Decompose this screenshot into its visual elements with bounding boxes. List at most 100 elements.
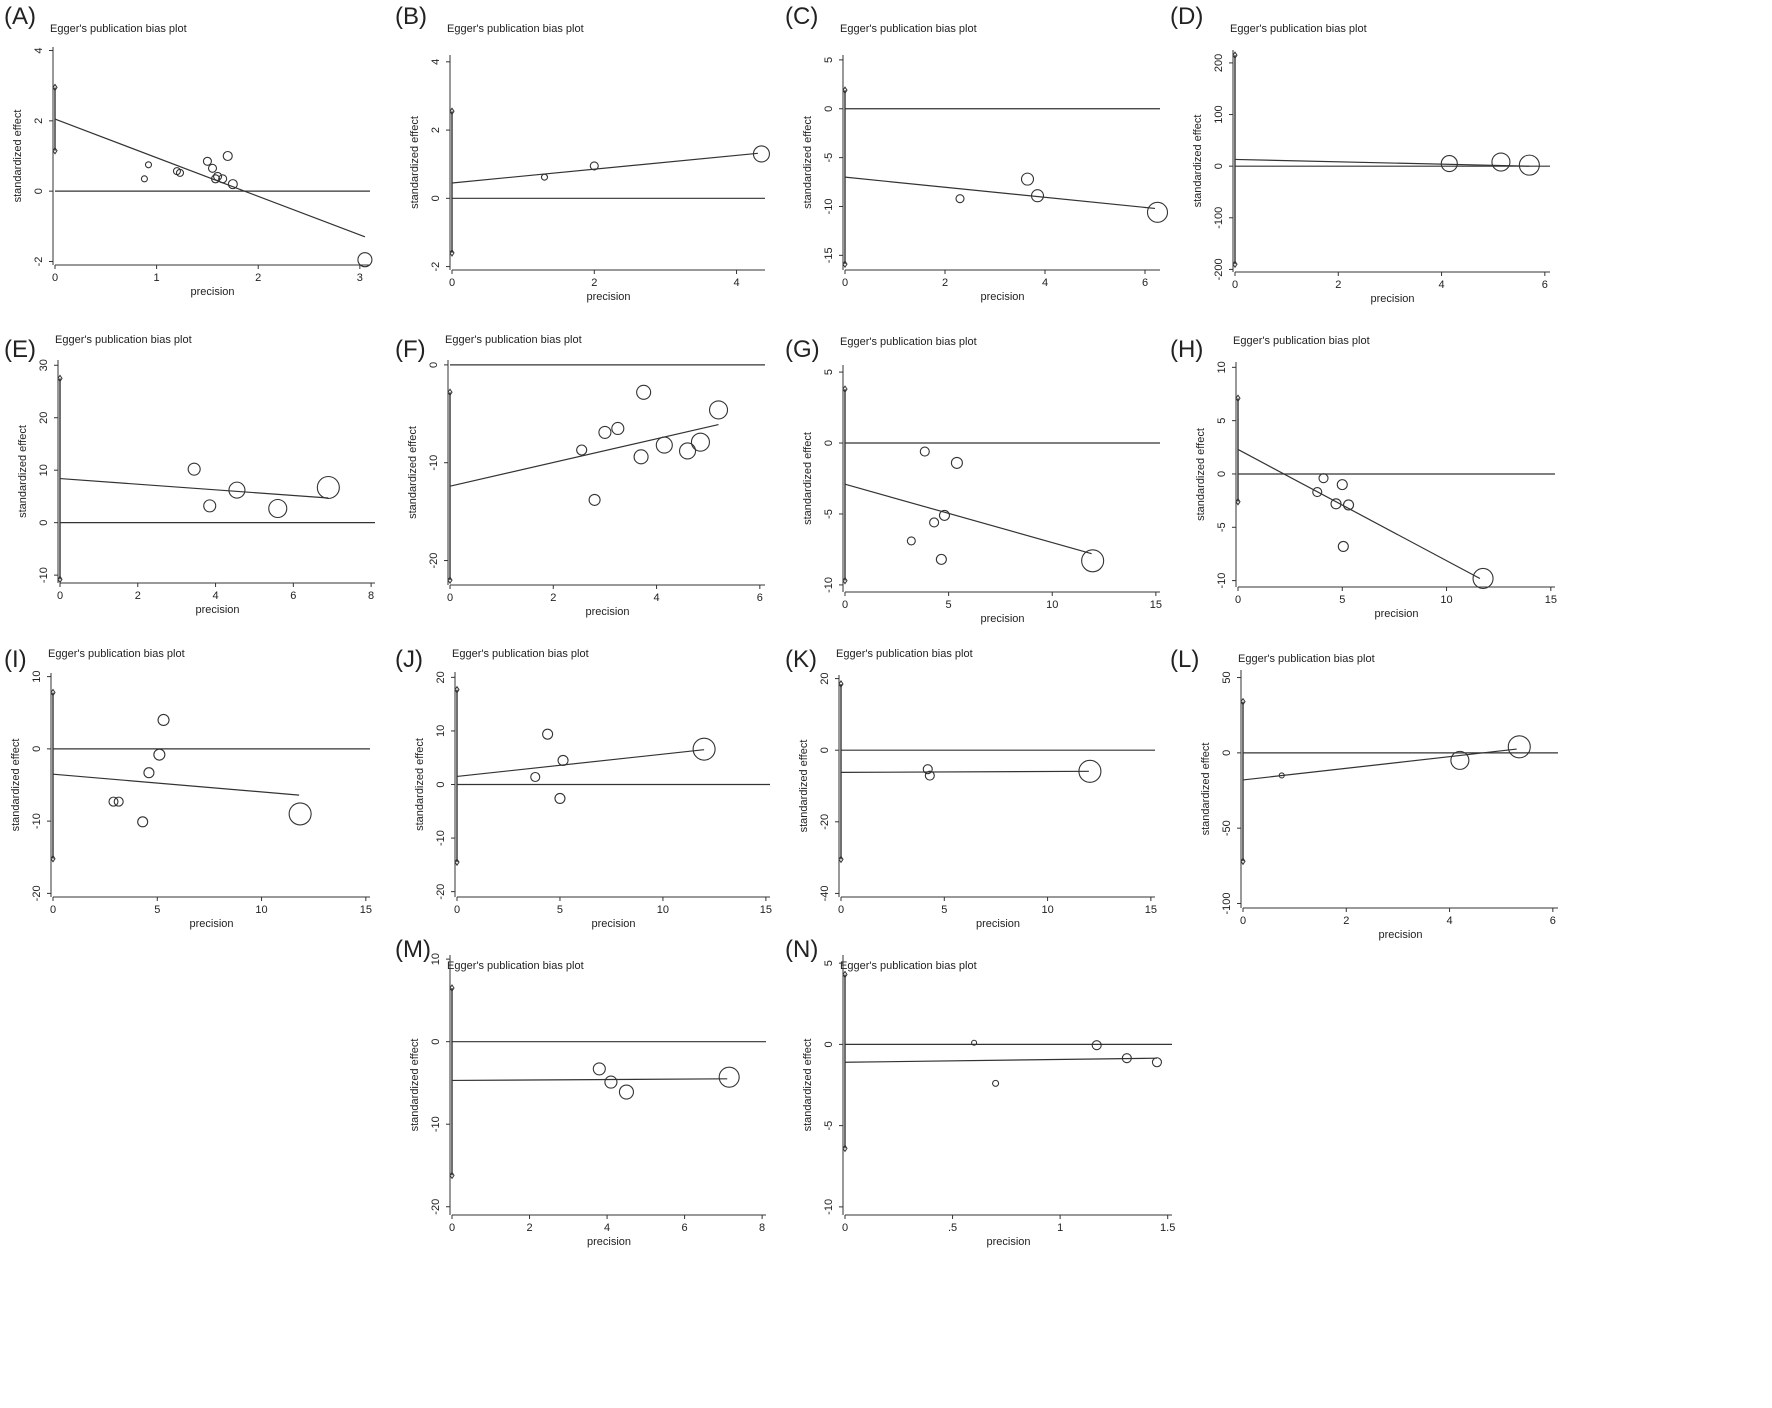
ci-end-marker [1240,697,1246,706]
x-axis-label: precision [587,1236,631,1248]
x-tick-label: 2 [135,590,141,602]
y-tick-label: -2 [430,262,442,272]
panel-e: (E) Egger's publication bias plot 0 2 4 6 8 -10… [4,334,375,616]
data-point [210,174,221,184]
y-axis-label: standardized effect [10,739,22,832]
data-point [540,173,549,181]
x-tick-label: 15 [1150,599,1162,611]
data-point [268,498,288,519]
x-tick-label: 0 [52,272,58,284]
y-axis-label: standardized effect [407,426,419,519]
x-tick-label: 15 [1545,594,1557,606]
data-point [144,161,153,169]
data-point [218,174,228,184]
panel-label: (B) [395,3,427,30]
x-tick-label: 0 [1235,594,1241,606]
panel-n: (N) Egger's publication bias plot 0 .5 1 1.5 -… [785,936,1175,1248]
data-point [618,1084,634,1100]
x-tick-label: 5 [557,904,563,916]
regression-line [52,773,300,796]
y-tick-label: -40 [819,885,831,901]
x-tick-label: 0 [447,592,453,604]
y-tick-label: -5 [1216,522,1228,532]
y-tick-label: 10 [31,670,43,682]
x-tick-label: 1 [154,272,160,284]
data-point [906,536,916,546]
x-tick-label: 0 [454,904,460,916]
data-point [1121,1053,1132,1064]
data-point [554,792,566,804]
ci-end-marker [842,260,848,269]
panel-h: (H) Egger's publication bias plot 0 5 10 15 -1… [1170,335,1557,620]
panel-title: Egger's publication bias plot [840,336,977,348]
regression-line [1242,748,1517,781]
data-point [589,161,599,171]
data-point [1440,155,1458,173]
panel-label: (N) [785,936,818,963]
data-point [1278,772,1285,779]
panel-title: Egger's publication bias plot [447,23,584,35]
panel-title: Egger's publication bias plot [48,648,185,660]
panel-title: Egger's publication bias plot [1230,23,1367,35]
x-tick-label: 0 [50,904,56,916]
ci-end-marker [1232,51,1238,60]
y-tick-label: -5 [823,1121,835,1131]
y-tick-label: 10 [435,725,447,737]
regression-line [844,1057,1157,1063]
data-point [203,499,217,513]
y-axis-label: standardized effect [17,425,29,518]
y-tick-label: 0 [38,520,50,526]
ci-end-marker [1235,394,1241,403]
data-point [922,764,933,775]
y-tick-label: 30 [38,359,50,371]
y-tick-label: -100 [1221,892,1233,914]
x-tick-label: 2 [550,592,556,604]
data-point [692,737,716,761]
y-tick-label: 20 [819,672,831,684]
x-tick-label: 4 [604,1222,610,1234]
panel-label: (D) [1170,3,1203,30]
x-axis-label: precision [591,918,635,930]
regression-line [54,118,366,238]
x-tick-label: 10 [657,904,669,916]
y-tick-label: 5 [1216,418,1228,424]
ci-end-marker [50,688,56,697]
ci-end-marker [50,854,56,863]
panel-label: (L) [1170,646,1199,673]
x-tick-label: 0 [449,277,455,289]
ci-end-marker [1240,857,1246,866]
y-tick-label: -10 [435,830,447,846]
y-axis-label: standardized effect [1200,743,1212,836]
y-tick-label: 0 [33,188,45,194]
panel-k: (K) Egger's publication bias plot 0 5 10 15 -4… [785,646,1157,930]
x-tick-label: 1 [1057,1222,1063,1234]
y-axis-label: standardized effect [414,738,426,831]
y-tick-label: 0 [1216,471,1228,477]
data-point [971,1039,978,1046]
ci-end-marker [449,107,455,116]
y-tick-label: -5 [823,509,835,519]
y-tick-label: -10 [428,455,440,471]
data-point [213,171,223,181]
y-tick-label: 2 [430,127,442,133]
x-axis-label: precision [1370,293,1414,305]
y-tick-label: 0 [428,362,440,368]
x-tick-label: 10 [255,904,267,916]
y-tick-label: -10 [823,1199,835,1215]
y-tick-label: 10 [430,953,442,965]
y-tick-label: 0 [823,440,835,446]
panel-label: (M) [395,936,431,963]
y-tick-label: -10 [430,1116,442,1132]
data-point [1330,498,1342,510]
panel-a: (A) Egger's publication bias plot 0 1 2 3 -2 0 2… [4,3,373,298]
regression-line [840,770,1089,773]
x-tick-label: 10 [1440,594,1452,606]
panel-label: (E) [4,336,36,363]
regression-line [451,1078,728,1082]
y-tick-label: -20 [435,884,447,900]
x-tick-label: 1.5 [1160,1222,1175,1234]
x-tick-label: 6 [290,590,296,602]
x-tick-label: 0 [842,599,848,611]
y-tick-label: 0 [823,1041,835,1047]
